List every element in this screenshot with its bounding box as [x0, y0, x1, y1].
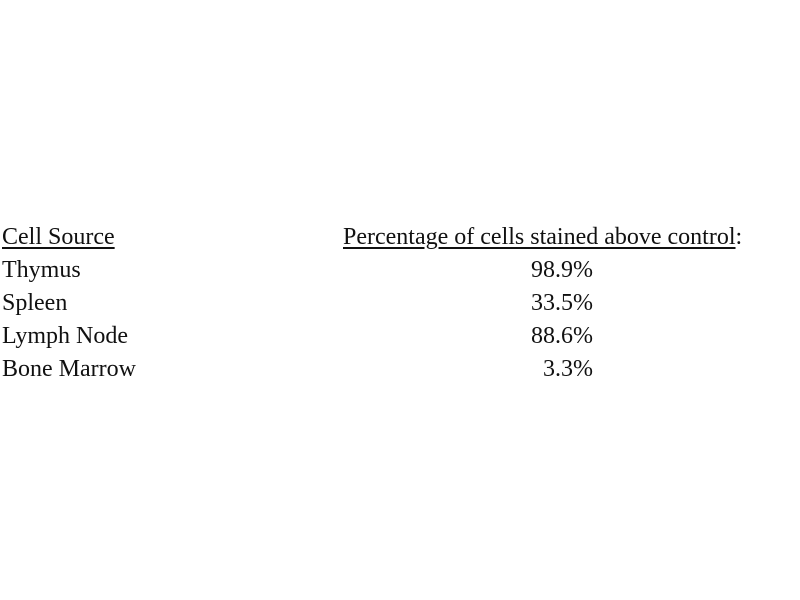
header-cell-source: Cell Source [2, 224, 115, 250]
percentage-value: 3.3% [543, 356, 593, 382]
cell-source-value: Spleen [2, 290, 68, 316]
table-row: Thymus 98.9% [2, 254, 798, 287]
percentage-value: 88.6% [531, 323, 593, 349]
table-row: Spleen 33.5% [2, 287, 798, 320]
header-percentage-colon: : [735, 224, 743, 250]
cell-source-value: Bone Marrow [2, 356, 136, 382]
table-row: Lymph Node 88.6% [2, 320, 798, 353]
staining-table: Cell Source Percentage of cells stained … [2, 221, 798, 386]
cell-source-value: Thymus [2, 257, 81, 283]
header-percentage-text: Percentage of cells stained above contro… [343, 224, 736, 250]
cell-source-value: Lymph Node [2, 323, 128, 349]
header-percentage: Percentage of cells stained above contro… [343, 221, 798, 254]
percentage-value: 33.5% [531, 290, 593, 316]
percentage-value: 98.9% [531, 257, 593, 283]
table-row: Bone Marrow 3.3% [2, 353, 798, 386]
table-header-row: Cell Source Percentage of cells stained … [2, 221, 798, 254]
